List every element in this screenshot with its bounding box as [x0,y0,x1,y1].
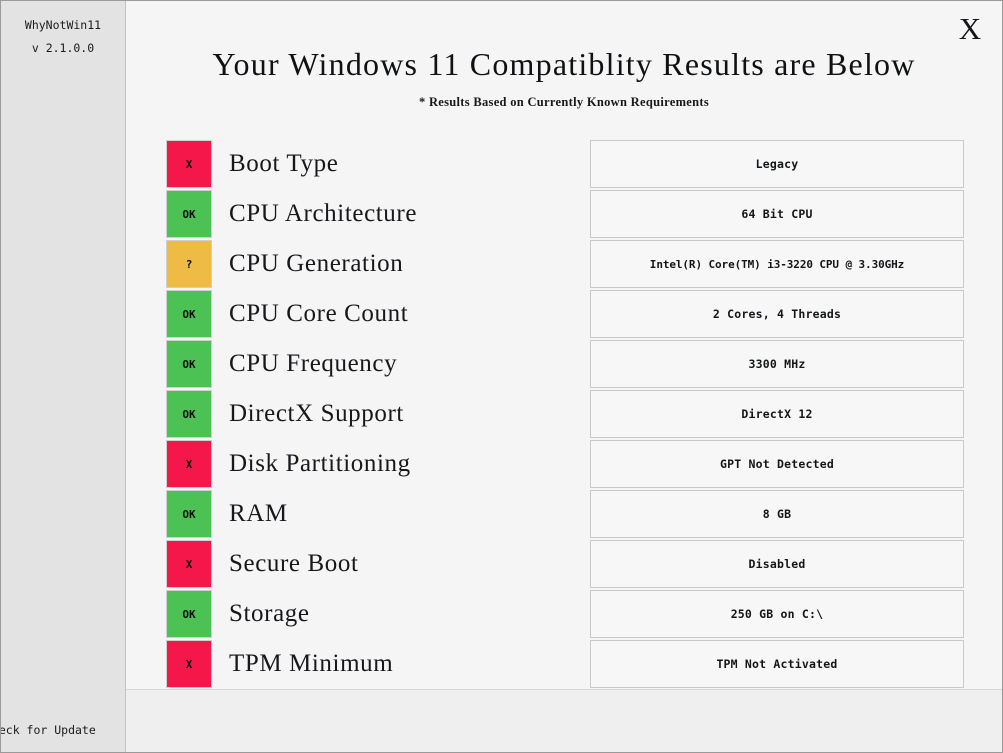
result-label: TPM Minimum [229,650,394,677]
result-row: X TPM Minimum TPM Not Activated [1,640,1002,690]
result-value: Intel(R) Core(TM) i3-3220 CPU @ 3.30GHz [649,257,905,271]
result-label: CPU Core Count [229,300,409,327]
status-badge: OK [166,190,212,238]
result-label: Secure Boot [229,550,359,577]
sidebar: WhyNotWin11 v 2.1.0.0 Check for Update [1,1,126,752]
result-value: 250 GB on C:\ [730,607,824,621]
close-icon[interactable]: X [958,11,982,46]
status-badge: X [166,440,212,488]
status-badge: X [166,640,212,688]
status-badge: OK [166,340,212,388]
result-value: DirectX 12 [741,407,813,421]
result-value: Disabled [748,557,806,571]
status-badge: X [166,540,212,588]
result-row: OK DirectX Support DirectX 12 [1,390,1002,440]
result-label: Boot Type [229,150,339,177]
result-label: Storage [229,600,310,627]
status-badge: X [166,140,212,188]
status-badge: OK [166,590,212,638]
results-list: X Boot Type Legacy OK CPU Architecture 64 Bit… [1,140,1002,690]
result-value: TPM Not Activated [716,657,838,671]
app-name: WhyNotWin11 [24,18,102,32]
result-label: Disk Partitioning [229,450,411,477]
result-value: 2 Cores, 4 Threads [712,307,842,321]
result-value-box: TPM Not Activated [590,640,964,688]
result-row: OK CPU Architecture 64 Bit CPU [1,190,1002,240]
result-value-box: DirectX 12 [590,390,964,438]
result-value-box: 250 GB on C:\ [590,590,964,638]
result-value: Legacy [755,157,799,171]
result-value-box: Disabled [590,540,964,588]
result-value-box: Intel(R) Core(TM) i3-3220 CPU @ 3.30GHz [590,240,964,288]
result-row: OK CPU Core Count 2 Cores, 4 Threads [1,290,1002,340]
result-value-box: 8 GB [590,490,964,538]
result-value: 8 GB [762,507,792,521]
result-row: OK Storage 250 GB on C:\ [1,590,1002,640]
result-value: 64 Bit CPU [741,207,813,221]
result-label: DirectX Support [229,400,404,427]
result-row: ? CPU Generation Intel(R) Core(TM) i3-3220… [1,240,1002,290]
page-subtitle: * Results Based on Currently Known Requi… [418,95,710,109]
status-badge: OK [166,490,212,538]
result-row: X Secure Boot Disabled [1,540,1002,590]
result-value: GPT Not Detected [720,457,834,471]
results-clip: X Boot Type Legacy OK CPU Architecture 64 Bit… [1,1,1002,691]
result-row: OK CPU Frequency 3300 MHz [1,340,1002,390]
result-row: X Boot Type Legacy [1,140,1002,190]
page-title: Your Windows 11 Compatiblity Results are… [212,46,916,82]
result-value-box: 2 Cores, 4 Threads [590,290,964,338]
result-label: RAM [229,500,288,527]
result-row: OK RAM 8 GB [1,490,1002,540]
result-label: CPU Generation [229,250,404,277]
status-badge: OK [166,390,212,438]
result-value-box: 3300 MHz [590,340,964,388]
status-badge: ? [166,240,212,288]
status-badge: OK [166,290,212,338]
status-bar [126,689,1002,752]
result-row: X Disk Partitioning GPT Not Detected [1,440,1002,490]
result-label: CPU Frequency [229,350,398,377]
result-value-box: GPT Not Detected [590,440,964,488]
app-version: v 2.1.0.0 [31,41,95,55]
result-value-box: Legacy [590,140,964,188]
result-value: 3300 MHz [748,357,806,371]
result-value-box: 64 Bit CPU [590,190,964,238]
check-for-update-button[interactable]: Check for Update [1,723,96,737]
result-label: CPU Architecture [229,200,418,227]
